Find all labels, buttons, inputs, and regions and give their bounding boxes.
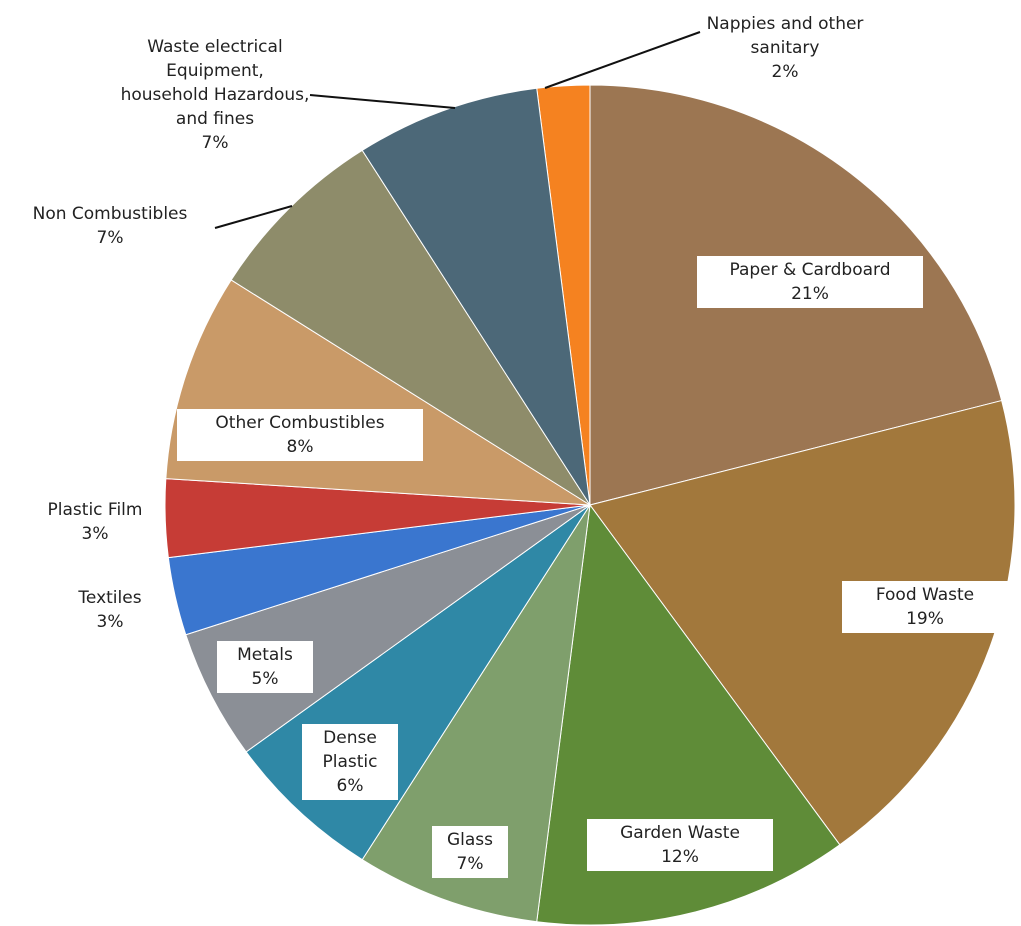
value-label: 5% [251,669,279,689]
leader-line [544,31,701,89]
value-label: 19% [906,609,944,629]
slice-label: Garden Waste 12% [587,819,773,871]
value-label: 2% [771,62,799,82]
slice-label: Paper & Cardboard 21% [697,256,923,308]
slice-label: Food Waste 19% [842,581,1008,633]
category-label: Metals [237,645,293,665]
pie-slice [230,149,591,506]
value-label: 3% [96,612,124,632]
slice-label: Non Combustibles 7% [5,202,215,250]
slice-label: Glass 7% [432,826,508,878]
value-label: 7% [456,854,484,874]
value-label: 7% [201,133,229,153]
slice-label: Waste electrical Equipment, household Ha… [120,35,310,155]
category-label: Plastic Film [47,500,143,520]
value-label: 6% [336,776,364,796]
leader-line [309,94,456,109]
value-label: 8% [286,437,314,457]
value-label: 21% [791,284,829,304]
category-label: Nappies and other sanitary [706,14,864,58]
category-label: Non Combustibles [32,204,188,224]
category-label: Food Waste [875,585,975,605]
category-label: Textiles [78,588,142,608]
pie-slice [361,504,591,923]
category-label: Paper & Cardboard [729,260,891,280]
slice-label: Textiles 3% [55,586,165,634]
slice-label: Plastic Film 3% [20,498,170,546]
pie-slice [361,87,591,506]
category-label: Garden Waste [620,823,740,843]
value-label: 7% [96,228,124,248]
category-label: Other Combustibles [215,413,385,433]
slice-label: Metals 5% [217,641,313,693]
slice-label: Dense Plastic 6% [302,724,398,800]
pie-slice [589,399,1016,846]
slice-label: Other Combustibles 8% [177,409,423,461]
category-label: Waste electrical Equipment, household Ha… [120,37,310,129]
slice-label: Nappies and other sanitary 2% [685,12,885,84]
category-label: Glass [446,830,494,850]
value-label: 3% [81,524,109,544]
leader-line [214,205,293,229]
value-label: 12% [661,847,699,867]
category-label: Dense Plastic [322,728,378,772]
